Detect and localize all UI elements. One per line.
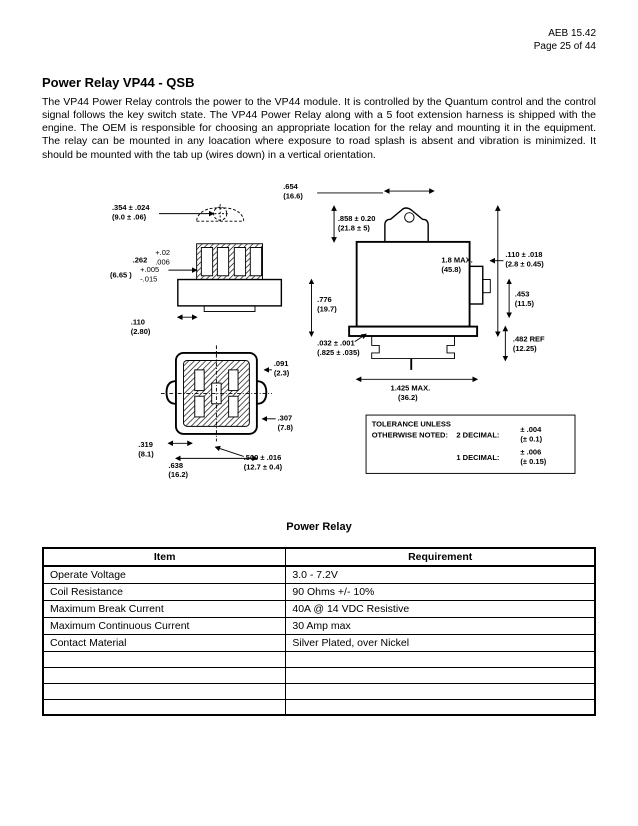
dim-654: .654 (283, 182, 298, 191)
table-row: Coil Resistance90 Ohms +/- 10% (43, 583, 595, 600)
table-row (43, 651, 595, 667)
dim-110r: .110 ± .018 (505, 250, 542, 259)
tol3a: 1 DECIMAL: (456, 453, 499, 462)
dim-091: .091 (274, 359, 289, 368)
dim-482: .482 REF (513, 334, 545, 343)
table-cell (286, 651, 595, 667)
tol2a: 2 DECIMAL: (456, 430, 499, 439)
dim-110rm: (2.8 ± 0.45) (505, 259, 544, 268)
table-cell: 40A @ 14 VDC Resistive (286, 600, 595, 617)
table-cell: 90 Ohms +/- 10% (286, 583, 595, 600)
dim-776: .776 (317, 295, 332, 304)
table-row (43, 699, 595, 715)
dim-262: .262 (133, 255, 148, 264)
table-row (43, 683, 595, 699)
dim-307: .307 (278, 413, 293, 422)
left-top-view (178, 204, 282, 317)
tol2c: (± 0.1) (520, 434, 542, 443)
dim-354m: (9.0 ± .06) (112, 212, 147, 221)
dim-776m: (19.7) (317, 304, 337, 313)
dim-500: .500 ± .016 (244, 453, 282, 462)
relay-diagram: .354 ± .024 (9.0 ± .06) .262 +.02 .006 (… (42, 176, 596, 501)
table-row: Maximum Break Current40A @ 14 VDC Resist… (43, 600, 595, 617)
dim-262d: -.015 (140, 274, 157, 283)
col-req: Requirement (286, 548, 595, 566)
table-cell: Maximum Continuous Current (43, 617, 286, 634)
table-cell (43, 699, 286, 715)
right-dim-labels: .654 (16.6) .858 ± 0.20 (21.8 ± 5) 1.8 M… (283, 182, 545, 402)
dim-354: .354 ± .024 (112, 203, 150, 212)
table-cell (43, 683, 286, 699)
table-cell (286, 699, 595, 715)
table-row: Maximum Continuous Current30 Amp max (43, 617, 595, 634)
table-row: Contact MaterialSilver Plated, over Nick… (43, 634, 595, 651)
dim-858: .858 ± 0.20 (338, 214, 376, 223)
table-header-row: Item Requirement (43, 548, 595, 566)
intro-paragraph: The VP44 Power Relay controls the power … (42, 96, 596, 162)
page-info: Page 25 of 44 (42, 41, 596, 54)
dim-654m: (16.6) (283, 191, 303, 200)
tol3b: ± .006 (520, 447, 541, 456)
page-header: AEB 15.42 Page 25 of 44 (42, 28, 596, 53)
table-cell: Operate Voltage (43, 566, 286, 584)
table-cell (286, 683, 595, 699)
col-item: Item (43, 548, 286, 566)
dim-262c: +.005 (140, 265, 159, 274)
dim-262a: +.02 (155, 248, 170, 257)
tol1: TOLERANCE UNLESS (372, 419, 451, 428)
page-title: Power Relay VP44 - QSB (42, 75, 596, 90)
dim-482m: (12.25) (513, 344, 537, 353)
dim-1425m: (36.2) (398, 393, 418, 402)
doc-id: AEB 15.42 (42, 28, 596, 41)
dim-262m: (6.65 ) (110, 270, 132, 279)
table-cell: Silver Plated, over Nickel (286, 634, 595, 651)
dim-319: .319 (138, 440, 153, 449)
dim-032: .032 ± .001 (317, 338, 355, 347)
table-cell: 3.0 - 7.2V (286, 566, 595, 584)
table-cell (43, 651, 286, 667)
tol2: OTHERWISE NOTED: (372, 430, 448, 439)
dim-307m: (7.8) (278, 423, 294, 432)
dim-638m: (16.2) (168, 470, 188, 479)
dim-858m: (21.8 ± 5) (338, 223, 371, 232)
dim-638: .638 (168, 460, 183, 469)
table-row (43, 667, 595, 683)
table-cell: Maximum Break Current (43, 600, 286, 617)
dim-500m: (12.7 ± 0.4) (244, 462, 283, 471)
dim-18m: (45.8) (441, 265, 461, 274)
tol3c: (± 0.15) (520, 457, 546, 466)
table-cell: 30 Amp max (286, 617, 595, 634)
dim-110l: .110 (131, 317, 145, 326)
table-cell: Contact Material (43, 634, 286, 651)
table-cell (43, 667, 286, 683)
dim-18: 1.8 MAX. (441, 255, 472, 264)
diagram-caption: Power Relay (42, 521, 596, 533)
spec-table: Item Requirement Operate Voltage3.0 - 7.… (42, 547, 596, 717)
dim-453: .453 (515, 289, 530, 298)
dim-091m: (2.3) (274, 368, 290, 377)
table-cell (286, 667, 595, 683)
dim-1425: 1.425 MAX. (391, 383, 431, 392)
dim-110lm: (2.80) (131, 327, 151, 336)
dim-453m: (11.5) (515, 299, 535, 308)
connector-face-view (161, 345, 272, 441)
table-cell: Coil Resistance (43, 583, 286, 600)
table-row: Operate Voltage3.0 - 7.2V (43, 566, 595, 584)
dim-032m: (.825 ± .035) (317, 347, 360, 356)
side-elevation (349, 208, 490, 370)
tolerance-note: TOLERANCE UNLESS OTHERWISE NOTED: 2 DECI… (366, 415, 575, 473)
tol2b: ± .004 (520, 425, 542, 434)
dim-319m: (8.1) (138, 449, 154, 458)
